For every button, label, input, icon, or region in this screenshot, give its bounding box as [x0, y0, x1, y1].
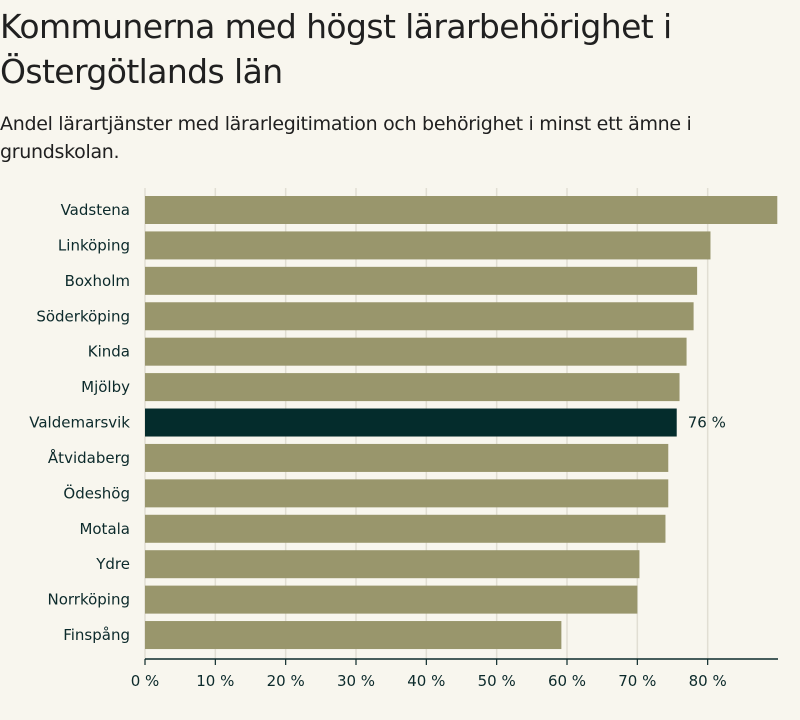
bar-motala: [145, 514, 666, 543]
category-label-motala: Motala: [79, 520, 130, 538]
tick-label-40: 40 %: [407, 672, 445, 690]
category-label-finspång: Finspång: [63, 626, 130, 644]
bars: [145, 196, 778, 650]
tick-label-80: 80 %: [689, 672, 727, 690]
category-label-vadstena: Vadstena: [61, 201, 130, 219]
category-label-ödeshög: Ödeshög: [63, 483, 130, 502]
bar-finspång: [145, 621, 562, 650]
bar-kinda: [145, 337, 687, 366]
tick-label-50: 50 %: [478, 672, 516, 690]
tick-labels: 0 % 10 % 20 % 30 % 40 % 50 % 60 % 70 % 80 %: [131, 672, 727, 690]
category-label-linköping: Linköping: [58, 236, 130, 254]
category-label-åtvidaberg: Åtvidaberg: [48, 448, 130, 467]
bar-boxholm: [145, 266, 698, 295]
tick-label-0: 0 %: [131, 672, 160, 690]
bar-ödeshög: [145, 479, 669, 508]
category-label-boxholm: Boxholm: [65, 272, 130, 290]
bar-valdemarsvik: [145, 408, 677, 437]
bar-söderköping: [145, 302, 694, 331]
bar-norrköping: [145, 585, 638, 614]
category-label-norrköping: Norrköping: [47, 591, 130, 609]
bar-vadstena: [145, 196, 778, 224]
category-label-kinda: Kinda: [88, 343, 130, 361]
tick-label-20: 20 %: [267, 672, 305, 690]
tick-label-30: 30 %: [337, 672, 375, 690]
tick-label-10: 10 %: [196, 672, 234, 690]
tick-label-70: 70 %: [618, 672, 656, 690]
x-axis: [144, 658, 778, 665]
bar-mjölby: [145, 373, 680, 402]
category-label-ydre: Ydre: [95, 555, 130, 573]
chart-title: Kommunerna med högst lärarbehörighet i Ö…: [0, 7, 672, 91]
bar-åtvidaberg: [145, 443, 669, 472]
value-label-valdemarsvik: 76 %: [688, 414, 726, 432]
category-label-mjölby: Mjölby: [81, 378, 130, 396]
tick-label-60: 60 %: [548, 672, 586, 690]
chart-subtitle: Andel lärartjänster med lärarlegitimatio…: [0, 113, 692, 163]
value-labels: 76 %: [688, 414, 726, 432]
category-label-söderköping: Söderköping: [36, 307, 130, 325]
bar-linköping: [145, 231, 711, 260]
category-label-valdemarsvik: Valdemarsvik: [29, 414, 130, 432]
bar-ydre: [145, 550, 640, 579]
category-labels: Vadstena Linköping Boxholm Söderköping Kinda…: [29, 201, 130, 644]
